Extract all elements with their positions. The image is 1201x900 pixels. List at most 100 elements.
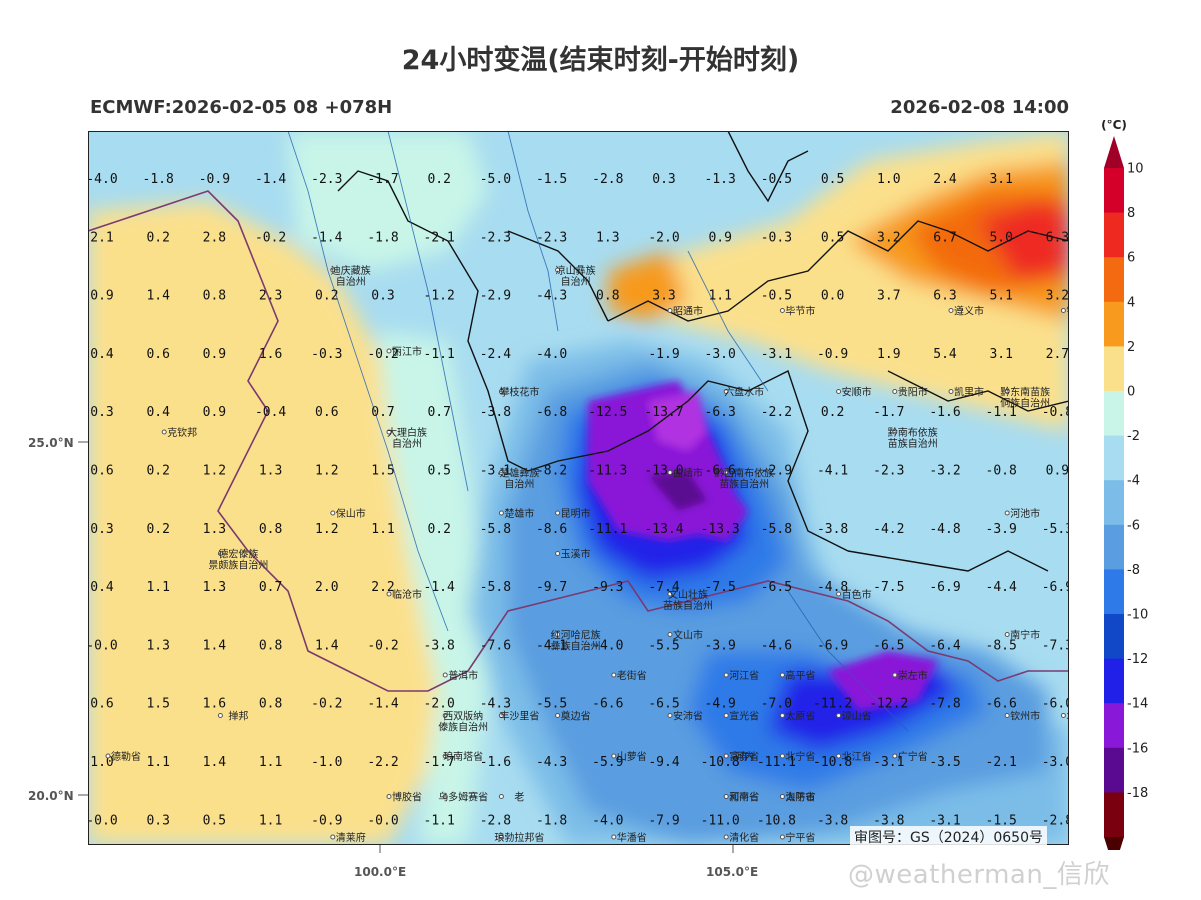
colorbar-tick-label: 4: [1127, 295, 1135, 310]
grid-value: 0.9: [1046, 464, 1069, 479]
place-label: 楚雄彝族自治州: [499, 467, 539, 491]
grid-value: -0.0: [367, 813, 398, 828]
grid-value: 0.2: [146, 230, 169, 245]
author-watermark: @weatherman_信欣: [848, 860, 1110, 890]
grid-value: -7.8: [929, 697, 960, 712]
grid-value: -5.0: [480, 172, 511, 187]
place-label: 河南省: [729, 791, 759, 804]
grid-value: -4.1: [817, 464, 848, 479]
place-marker: [330, 834, 336, 840]
place-label: 铜仁市: [1066, 305, 1069, 318]
grid-value: 2.2: [371, 580, 394, 595]
place-label: 临沧市: [392, 588, 422, 601]
place-label: 德宏傣族景颇族自治州: [208, 548, 268, 572]
grid-value: -6.5: [761, 580, 792, 595]
grid-value: -4.0: [88, 172, 118, 187]
grid-value: 1.1: [371, 522, 394, 537]
grid-value: -2.1: [986, 755, 1017, 770]
grid-value: 3.7: [877, 289, 900, 304]
place-label: 掸邦: [228, 710, 248, 723]
lat-label-20: 20.0°N: [28, 789, 74, 803]
grid-value: -7.4: [648, 580, 679, 595]
colorbar-legend: (°C) 10 8 6 4 2 0 -2 -4 -6 -8 -10 -12 -14 -16 -18: [1101, 120, 1148, 850]
grid-value: -4.3: [536, 289, 567, 304]
grid-value: -2.9: [480, 289, 511, 304]
grid-value: 1.3: [259, 464, 282, 479]
grid-value: -6.8: [536, 405, 567, 420]
place-label: 老: [514, 791, 524, 804]
colorbar-segment: [1104, 703, 1124, 749]
grid-value: -3.2: [929, 464, 960, 479]
place-label: 克钦邦: [167, 426, 197, 439]
colorbar-tick-label: -4: [1127, 474, 1140, 489]
grid-value: -1.0: [311, 755, 342, 770]
grid-value: 0.2: [146, 522, 169, 537]
place-label: 宁平省: [785, 831, 815, 844]
grid-value: 1.6: [203, 697, 226, 712]
grid-value: -8.2: [536, 464, 567, 479]
grid-value: 1.4: [203, 755, 227, 770]
grid-value: -2.9: [761, 464, 792, 479]
grid-value: -3.5: [929, 755, 960, 770]
grid-value: -4.8: [817, 580, 848, 595]
place-marker: [555, 551, 561, 556]
grid-value: 0.5: [821, 172, 844, 187]
place-label: 华潘省: [617, 831, 647, 844]
place-label: 百色市: [842, 588, 872, 601]
place-marker: [1004, 510, 1010, 516]
grid-value: 0.2: [427, 522, 450, 537]
grid-value: 1.5: [146, 697, 169, 712]
place-marker: [105, 753, 111, 759]
grid-value: 0.0: [821, 289, 844, 304]
place-label: 丰沙里省: [499, 710, 539, 723]
place-marker: [723, 713, 729, 718]
colorbar-min-arrow: [1104, 837, 1124, 850]
colorbar-tick-label: -10: [1127, 608, 1148, 623]
grid-value: -1.7: [424, 755, 455, 770]
grid-value: -11.2: [813, 697, 852, 712]
place-marker: [892, 389, 898, 394]
grid-value: -2.4: [480, 347, 511, 362]
place-label: 六盘水市: [724, 386, 764, 399]
place-label: 河内: [734, 750, 754, 763]
grid-value: -4.0: [592, 813, 623, 828]
grid-value: 1.1: [146, 755, 169, 770]
grid-value: 1.0: [877, 172, 900, 187]
grid-value: 1.1: [708, 289, 731, 304]
grid-value: -4.4: [986, 580, 1017, 595]
grid-value: -3.9: [986, 522, 1017, 537]
grid-value: 0.4: [90, 347, 114, 362]
place-marker: [779, 308, 785, 313]
place-marker: [386, 348, 392, 354]
grid-value: 0.5: [427, 464, 450, 479]
place-label: 山萝省: [617, 750, 647, 763]
colorbar-tick-label: 0: [1127, 385, 1135, 400]
grid-value: -7.9: [648, 813, 679, 828]
place-label: 琅南塔省: [443, 750, 483, 763]
place-marker: [779, 753, 785, 759]
grid-value: 0.8: [259, 522, 282, 537]
grid-value: -2.8: [1042, 813, 1069, 828]
grid-value: -0.3: [761, 230, 792, 245]
place-label: 北海市: [1066, 710, 1069, 723]
grid-value: -1.4: [424, 580, 455, 595]
grid-value: 3.3: [652, 289, 675, 304]
grid-value: -6.6: [705, 464, 736, 479]
grid-value: 1.3: [596, 230, 619, 245]
grid-value: 0.5: [821, 230, 844, 245]
map-title: 24小时变温(结束时刻-开始时刻): [401, 45, 800, 76]
place-marker: [498, 713, 504, 718]
place-marker: [892, 753, 898, 759]
grid-value: -1.5: [986, 813, 1017, 828]
grid-value: 1.2: [315, 522, 338, 537]
colorbar-segment: [1104, 212, 1124, 258]
colorbar-tick-label: -16: [1127, 741, 1148, 756]
place-marker: [723, 753, 729, 759]
grid-value: 0.2: [821, 405, 844, 420]
grid-value: 0.4: [146, 405, 170, 420]
grid-value: -12.2: [869, 697, 908, 712]
grid-value: -0.3: [311, 347, 342, 362]
grid-value: 0.6: [90, 464, 113, 479]
grid-value: 1.0: [90, 755, 113, 770]
place-marker: [1060, 308, 1066, 313]
